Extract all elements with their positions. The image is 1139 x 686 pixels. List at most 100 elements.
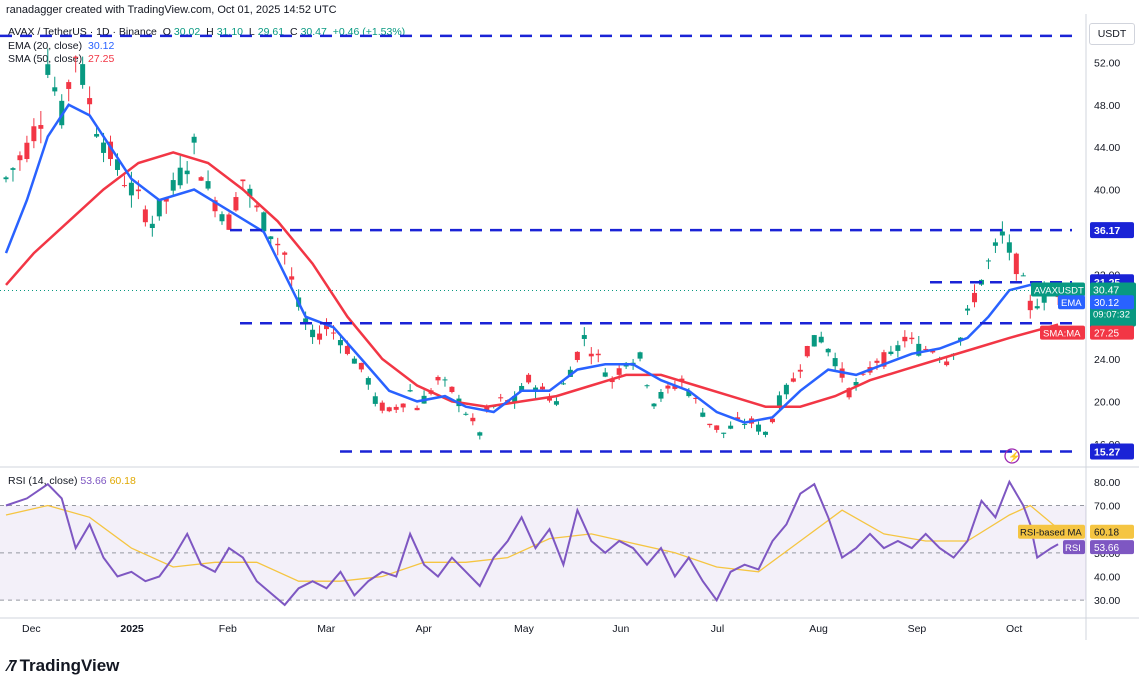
ema-legend[interactable]: EMA (20, close) 30.12 (8, 40, 117, 52)
time-axis-label: Oct (1006, 623, 1022, 635)
candle-body (261, 212, 267, 232)
candle-body (818, 336, 824, 343)
candle-body (728, 425, 734, 429)
rsi-tick-label: 30.00 (1094, 595, 1120, 607)
price-tick-label: 48.00 (1094, 100, 1120, 112)
candle-body (965, 308, 971, 311)
candle-body (128, 182, 134, 196)
time-axis-label: Feb (219, 623, 237, 635)
rsi-ma-name-label: RSI-based MA (1020, 528, 1082, 539)
candle-body (184, 170, 190, 175)
level-tag (1090, 443, 1134, 460)
candle-body (881, 352, 887, 367)
price-tick-label: 40.00 (1094, 185, 1120, 197)
last-price-tag-line: 09:07:32 (1093, 309, 1130, 320)
candle-body (790, 378, 796, 382)
candle-body (45, 64, 51, 75)
candle-body (686, 390, 692, 397)
candle-body (985, 260, 991, 262)
rsi-tick-label: 70.00 (1094, 501, 1120, 513)
candle-body (825, 348, 831, 353)
candle-body (435, 376, 441, 381)
rsi-name-tag (1063, 540, 1085, 555)
candle-body (268, 236, 274, 240)
candle-body (1027, 300, 1033, 311)
currency-unit-button[interactable]: USDT (1089, 23, 1135, 45)
sma-legend[interactable]: SMA (50, close) 27.25 (8, 53, 117, 65)
candle-body (588, 353, 594, 357)
rsi-tick-label: 80.00 (1094, 477, 1120, 489)
candle-body (540, 386, 546, 390)
price-tick-label: 52.00 (1094, 57, 1120, 69)
candle-body (1013, 253, 1019, 275)
level-tag-label: 15.27 (1094, 447, 1120, 459)
close-label: C (289, 26, 298, 38)
ema-line (4, 103, 1059, 424)
candle-body (254, 205, 260, 208)
price-chart[interactable]: 16.0020.0024.0028.0032.0036.0040.0044.00… (0, 0, 1139, 650)
candle-body (66, 82, 72, 89)
candle-body (330, 332, 336, 334)
ema-name-label: EMA (1061, 298, 1082, 309)
tradingview-logo[interactable]: ⁄7 TradingView (8, 656, 119, 676)
candle-body (114, 159, 120, 170)
level-tag (1090, 222, 1134, 239)
candle-body (756, 424, 762, 432)
candle-body (595, 353, 601, 356)
last-symbol-tag (1031, 282, 1085, 297)
candle-body (324, 324, 330, 330)
tradingview-logo-icon: ⁄7 (8, 658, 17, 675)
candle-body (797, 369, 803, 372)
candle-body (198, 177, 204, 181)
candle-body (219, 214, 225, 222)
candle-body (24, 142, 30, 159)
candle-body (470, 417, 476, 422)
high-label: H (206, 26, 214, 38)
candle-body (546, 396, 552, 401)
candle-body (247, 188, 253, 197)
candle-body (108, 141, 114, 160)
candle-body (344, 345, 350, 354)
candle-body (59, 100, 65, 126)
candle-body (38, 125, 44, 129)
rsi-legend[interactable]: RSI (14, close) 53.66 60.18 (8, 475, 136, 487)
candle-body (658, 392, 664, 399)
candle-body (512, 396, 518, 403)
candle-body (170, 180, 176, 191)
candle-body (1006, 242, 1012, 253)
open-label: O (162, 26, 171, 38)
time-axis-label: Sep (908, 623, 927, 635)
time-axis-label: Mar (317, 623, 336, 635)
candle-body (644, 385, 650, 387)
rsi-value: 53.66 (80, 475, 107, 487)
chart-credit: ranadagger created with TradingView.com,… (6, 4, 337, 16)
candle-body (560, 383, 566, 385)
rsi-value-tag (1090, 540, 1134, 555)
candle-body (484, 406, 490, 411)
sma-price-label: 27.25 (1094, 329, 1119, 340)
time-axis-label: Jul (711, 623, 724, 635)
candle-body (637, 352, 643, 359)
last-price-tag-line: 30.47 (1093, 284, 1119, 296)
candle-body (930, 350, 936, 353)
candle-body (17, 155, 23, 161)
lightning-icon-glyph: ⚡ (1008, 450, 1020, 463)
low-label: L (248, 26, 255, 38)
candle-body (163, 197, 169, 202)
rsi-ma-value: 60.18 (109, 475, 136, 487)
candle-body (317, 333, 323, 340)
candle-body (310, 329, 316, 338)
candle-body (275, 243, 281, 246)
candle-body (916, 343, 922, 356)
candle-body (958, 337, 964, 341)
candle-body (240, 179, 246, 182)
candle-body (3, 177, 9, 180)
candle-body (519, 385, 525, 392)
candle-body (895, 345, 901, 351)
candle-body (372, 396, 378, 404)
sma-line (5, 151, 1059, 408)
candle-body (101, 142, 107, 153)
candle-body (498, 397, 504, 399)
sma-name-label: SMA:MA (1043, 329, 1081, 340)
candle-body (121, 185, 127, 187)
